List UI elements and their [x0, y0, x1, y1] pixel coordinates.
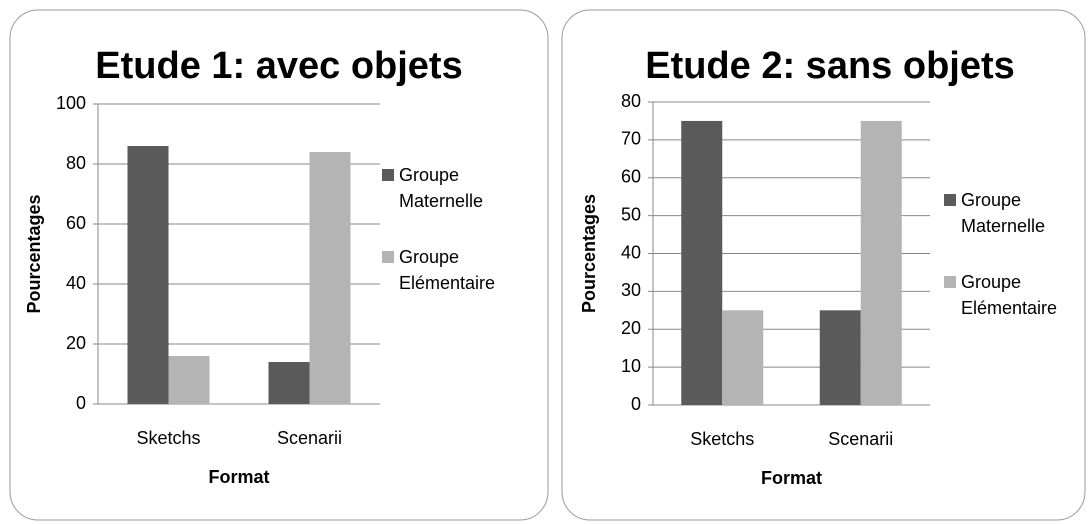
- y-axis-label: Pourcentages: [24, 194, 44, 313]
- y-tick-label: 30: [621, 280, 641, 300]
- y-tick-label: 0: [631, 394, 641, 414]
- y-tick-label: 40: [66, 273, 86, 293]
- y-tick-label: 40: [621, 242, 641, 262]
- y-tick-label: 60: [66, 213, 86, 233]
- legend-entry: Groupe Elémentaire: [382, 244, 532, 296]
- legend-swatch: [382, 251, 394, 263]
- bar: [819, 310, 861, 405]
- y-tick-label: 20: [621, 318, 641, 338]
- x-tick-label: Scenarii: [828, 429, 893, 449]
- legend-label: Groupe Elémentaire: [399, 247, 496, 293]
- x-tick-label: Scenarii: [277, 428, 342, 448]
- legend-entry: Groupe Elémentaire: [944, 269, 1084, 321]
- chart-title: Etude 1: avec objets: [95, 45, 462, 87]
- bar: [127, 146, 169, 404]
- legend-label: Groupe Elémentaire: [961, 272, 1058, 318]
- bar: [860, 120, 902, 405]
- y-tick-label: 60: [621, 167, 641, 187]
- y-axis-label: Pourcentages: [579, 194, 599, 313]
- legend-entry: Groupe Maternelle: [944, 187, 1084, 239]
- legend-swatch: [944, 276, 956, 288]
- legend-swatch: [382, 169, 394, 181]
- legend-label: Groupe Maternelle: [961, 190, 1046, 236]
- bar: [309, 152, 351, 404]
- legend-label: Groupe Maternelle: [399, 165, 484, 211]
- legend-swatch: [944, 194, 956, 206]
- bar: [268, 362, 310, 404]
- x-axis-label: Format: [208, 467, 269, 487]
- y-tick-label: 100: [56, 93, 86, 113]
- x-tick-label: Sketchs: [690, 429, 754, 449]
- y-tick-label: 80: [621, 91, 641, 111]
- bar: [168, 356, 210, 404]
- y-tick-label: 0: [76, 393, 86, 413]
- x-axis-label: Format: [761, 468, 822, 488]
- y-tick-label: 70: [621, 129, 641, 149]
- y-tick-label: 10: [621, 356, 641, 376]
- y-tick-label: 80: [66, 153, 86, 173]
- legend-entry: Groupe Maternelle: [382, 162, 532, 214]
- bar: [681, 120, 723, 405]
- y-tick-label: 20: [66, 333, 86, 353]
- y-tick-label: 50: [621, 204, 641, 224]
- x-tick-label: Sketchs: [136, 428, 200, 448]
- bar: [722, 310, 764, 405]
- chart-title: Etude 2: sans objets: [645, 45, 1015, 87]
